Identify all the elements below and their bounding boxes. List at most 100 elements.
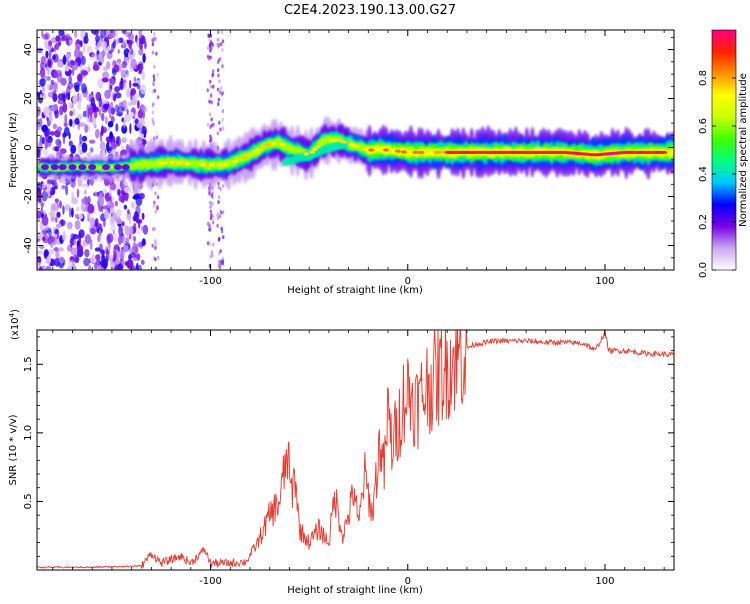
spectrogram-speckle	[125, 260, 128, 267]
snr-x-tick-label: 100	[595, 576, 614, 587]
colorbar-tick-label: 0.0	[698, 262, 709, 278]
spectrogram-speckle	[39, 67, 46, 78]
spectrogram-speckle	[46, 254, 51, 265]
spectrogram-speckle	[101, 258, 108, 269]
spectrogram-speckle	[101, 77, 109, 83]
spectrogram-speckle	[101, 40, 107, 49]
spectrogram-speckle	[156, 205, 159, 210]
spectrogram-speckle	[113, 265, 120, 270]
spectrogram-speckle	[210, 100, 213, 105]
spectrogram-speckle	[136, 253, 141, 261]
spectrogram-speckle	[72, 108, 76, 116]
spectrogram-speckle	[69, 207, 72, 218]
spectrogram-x-tick-label: -100	[199, 276, 222, 287]
spectrogram-speckle	[128, 254, 132, 261]
spectrogram-speckle	[210, 46, 213, 51]
spectrogram-speckle	[62, 56, 67, 65]
spectrogram-speckle	[151, 117, 154, 121]
spectrogram-ridge	[40, 164, 49, 171]
spectrogram-y-tick-label: 20	[23, 92, 34, 105]
spectrogram-speckle	[42, 226, 49, 232]
spectrogram-speckle	[48, 248, 55, 255]
spectrogram-speckle	[67, 61, 72, 67]
spectrogram-speckle	[126, 236, 130, 247]
spectrogram-ridge-core	[332, 138, 339, 142]
spectrogram-speckle	[80, 183, 88, 188]
spectrogram-speckle	[219, 42, 223, 47]
spectrogram-speckle	[40, 202, 44, 208]
spectrogram-speckle	[154, 257, 157, 262]
spectrogram-speckle	[207, 221, 210, 226]
spectrogram-speckle	[217, 185, 220, 190]
spectrogram-speckle	[153, 200, 156, 205]
spectrogram-speckle	[129, 186, 132, 196]
spectrogram-speckle	[208, 34, 211, 39]
spectrogram-ticks: -100 0 100 -40 -20 0 20 40	[23, 30, 674, 287]
spectrogram-speckle	[82, 242, 89, 247]
spectrogram-speckle	[68, 101, 73, 109]
colorbar-tick-label: 0.4	[698, 166, 709, 182]
spectrogram-speckle	[152, 102, 155, 107]
spectrogram-ridge-core	[247, 153, 253, 157]
spectrogram-speckle	[44, 250, 49, 257]
snr-y-scale-factor: (x104)	[8, 309, 21, 340]
spectrogram-y-tick-label: 0	[23, 144, 34, 150]
spectrogram-speckle	[66, 39, 70, 45]
spectrogram-speckle	[221, 184, 225, 188]
spectrogram-speckle	[121, 30, 127, 34]
spectrogram-speckle	[37, 191, 42, 200]
spectrogram-speckle	[127, 209, 130, 215]
spectrogram-speckle	[80, 202, 85, 211]
spectrogram-speckle	[81, 142, 88, 153]
spectrogram-speckle	[221, 39, 225, 44]
spectrogram-speckle	[216, 212, 219, 216]
spectrogram-speckle	[208, 241, 212, 246]
spectrogram-speckle	[107, 120, 114, 128]
spectrogram-speckle	[220, 229, 224, 234]
spectrogram-speckle	[52, 93, 58, 102]
spectrogram-speckle	[95, 34, 100, 43]
spectrogram-speckle	[83, 257, 90, 267]
spectrogram-speckle	[61, 231, 67, 241]
spectrogram-speckle	[52, 123, 58, 130]
spectrogram-ridge-core	[232, 159, 239, 163]
spectrogram-panel: -100 0 100 -40 -20 0 20 40 Height of straight l…	[8, 29, 675, 296]
spectrogram-speckle	[47, 57, 53, 69]
spectrogram-speckle	[212, 220, 215, 225]
spectrogram-speckle	[209, 200, 212, 205]
spectrogram-speckle	[45, 265, 52, 270]
spectrogram-speckle	[98, 96, 103, 108]
spectrogram-speckle	[55, 216, 58, 223]
spectrogram-speckle	[42, 33, 49, 40]
spectrogram-speckle	[218, 120, 221, 125]
spectrogram-speckle	[106, 61, 111, 69]
snr-x-axis-label: Height of straight line (km)	[287, 585, 423, 596]
spectrogram-speckle	[110, 206, 115, 214]
spectrogram-speckle	[124, 103, 128, 113]
spectrogram-speckle	[212, 84, 215, 89]
spectrogram-speckle	[124, 190, 129, 202]
spectrogram-speckle	[216, 223, 219, 228]
spectrogram-speckle	[87, 212, 91, 220]
spectrogram-speckle	[78, 122, 86, 127]
spectrogram-speckle	[62, 30, 65, 37]
spectrogram-speckle	[155, 51, 158, 56]
spectrogram-speckle	[210, 117, 213, 122]
spectrogram-speckle	[64, 65, 70, 72]
spectrogram-speckle	[50, 79, 55, 86]
spectrogram-speckle	[219, 187, 222, 192]
spectrogram-speckle	[139, 133, 145, 138]
spectrogram-speckle	[79, 133, 82, 145]
spectrogram-speckle	[60, 77, 67, 86]
spectrogram-ridge	[670, 147, 674, 155]
spectrogram-speckle	[101, 125, 104, 136]
snr-x-tick-label: -100	[199, 576, 222, 587]
spectrogram-speckle	[52, 103, 59, 111]
spectrogram-speckle	[133, 222, 137, 234]
spectrogram-ridge-core	[208, 163, 215, 167]
spectrogram-speckle	[220, 210, 223, 215]
spectrogram-speckle	[110, 225, 117, 232]
spectrogram-speckle	[58, 256, 65, 264]
